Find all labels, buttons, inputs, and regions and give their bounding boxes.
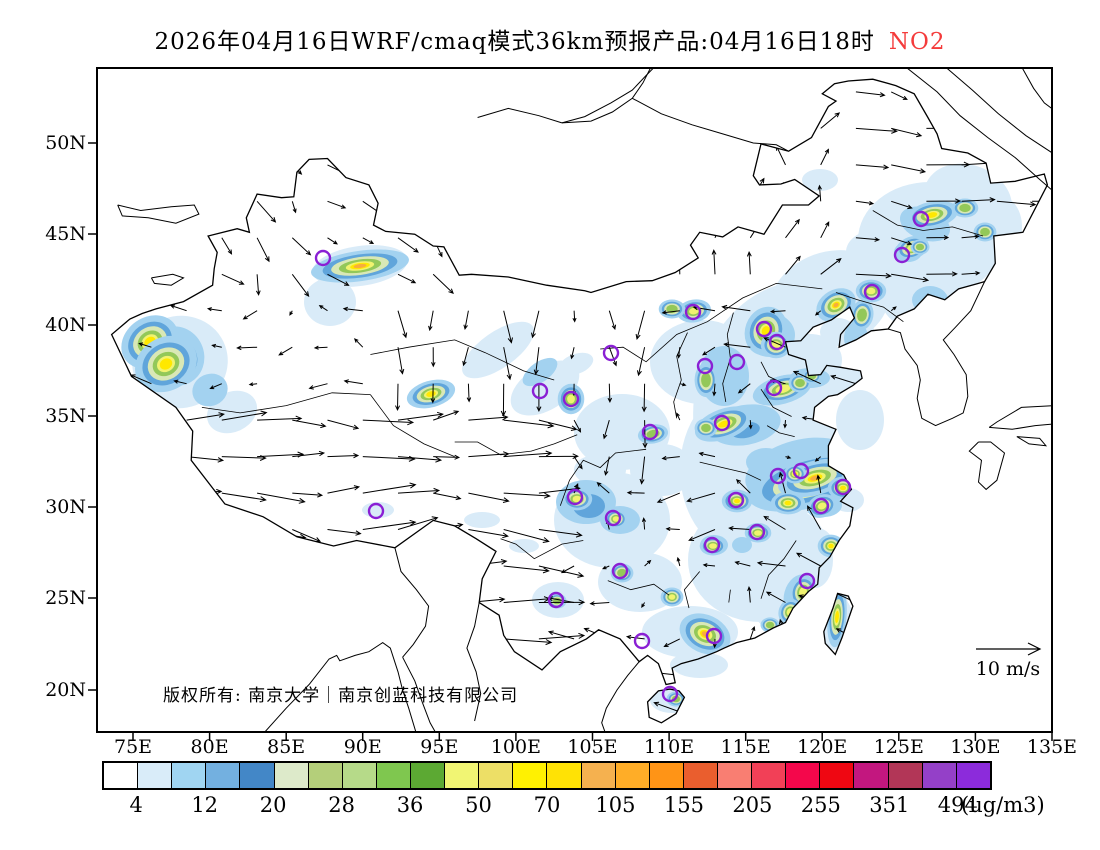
colorbar-cell — [172, 763, 207, 788]
axis-ticks — [88, 142, 1053, 741]
colorbar-cell — [922, 763, 957, 788]
pollution-field — [121, 163, 1023, 713]
lon-tick-label: 110E — [644, 736, 695, 758]
colorbar-cell — [376, 763, 411, 788]
colorbar-tick-label: 4 — [129, 793, 143, 817]
wind-scale-label: 10 m/s — [975, 658, 1041, 680]
copyright-text: 版权所有: 南京大学｜南京创蓝科技有限公司 — [163, 686, 519, 706]
colorbar-cell — [649, 763, 684, 788]
lon-tick-label: 115E — [720, 736, 771, 758]
colorbar-tick-label: 70 — [533, 793, 561, 817]
lat-tick-label: 35N — [45, 405, 86, 427]
colorbar-tick-label: 494 — [937, 793, 978, 817]
colorbar-tick-label: 20 — [259, 793, 287, 817]
lon-tick-label: 130E — [950, 736, 1001, 758]
colorbar-unit: (ug/m3) — [961, 793, 1045, 817]
colorbar-cell — [513, 763, 548, 788]
lat-tick-label: 40N — [45, 314, 86, 336]
colorbar-cell — [752, 763, 787, 788]
colorbar-tick-label: 105 — [595, 793, 636, 817]
province-borders — [201, 210, 984, 609]
colorbar-tick-label: 36 — [396, 793, 424, 817]
colorbar-cell — [104, 763, 139, 788]
colorbar-cell — [479, 763, 514, 788]
lon-tick-label: 120E — [797, 736, 848, 758]
colorbar-tick-label: 155 — [663, 793, 704, 817]
colorbar-cell — [138, 763, 173, 788]
lon-tick-label: 135E — [1026, 736, 1078, 758]
lon-tick-label: 85E — [267, 736, 306, 758]
title-text: 2026年04月16日WRF/cmaq模式36km预报产品:04月16日18时 — [154, 29, 875, 55]
colorbar-tick-label: 255 — [800, 793, 841, 817]
colorbar-cell — [820, 763, 855, 788]
lon-tick-label: 90E — [343, 736, 382, 758]
colorbar — [102, 761, 992, 790]
colorbar-tick-label: 50 — [465, 793, 492, 817]
colorbar-cell — [888, 763, 923, 788]
lat-tick-label: 45N — [45, 223, 86, 245]
colorbar-cell — [410, 763, 446, 788]
colorbar-tick-label: 351 — [869, 793, 910, 817]
page-title: 2026年04月16日WRF/cmaq模式36km预报产品:04月16日18时 N… — [0, 22, 1100, 56]
colorbar-tick-label: 28 — [328, 793, 355, 817]
map-canvas — [110, 68, 1052, 732]
lon-tick-label: 95E — [420, 736, 459, 758]
colorbar-cell — [240, 763, 275, 788]
colorbar-cell — [581, 763, 616, 788]
colorbar-cell — [717, 763, 753, 788]
lat-tick-label: 20N — [45, 679, 86, 701]
colorbar-cell — [445, 763, 480, 788]
neighbor-coastlines — [117, 68, 1052, 732]
colorbar-cell — [206, 763, 241, 788]
wind-scale-arrow — [976, 642, 1042, 656]
colorbar-cell — [308, 763, 343, 788]
colorbar-cell — [854, 763, 889, 788]
pollutant-label: NO2 — [888, 29, 946, 55]
colorbar-cell — [786, 763, 821, 788]
colorbar-cell — [615, 763, 650, 788]
lat-tick-label: 25N — [45, 587, 86, 609]
wind-vectors — [130, 79, 1048, 723]
map-frame — [96, 67, 1053, 733]
city-markers — [314, 210, 930, 703]
colorbar-cell — [274, 763, 309, 788]
lon-tick-label: 80E — [190, 736, 229, 758]
colorbar-tick-label: 12 — [191, 793, 219, 817]
lon-tick-label: 125E — [873, 736, 924, 758]
colorbar-cell — [956, 763, 990, 788]
lat-tick-label: 50N — [45, 132, 86, 154]
lon-tick-label: 100E — [490, 736, 541, 758]
colorbar-cell — [547, 763, 582, 788]
colorbar-cell — [683, 763, 718, 788]
colorbar-tick-label: 205 — [732, 793, 773, 817]
lon-tick-label: 105E — [567, 736, 618, 758]
lon-tick-label: 75E — [113, 736, 153, 758]
lat-tick-label: 30N — [45, 496, 86, 518]
colorbar-cell — [342, 763, 377, 788]
